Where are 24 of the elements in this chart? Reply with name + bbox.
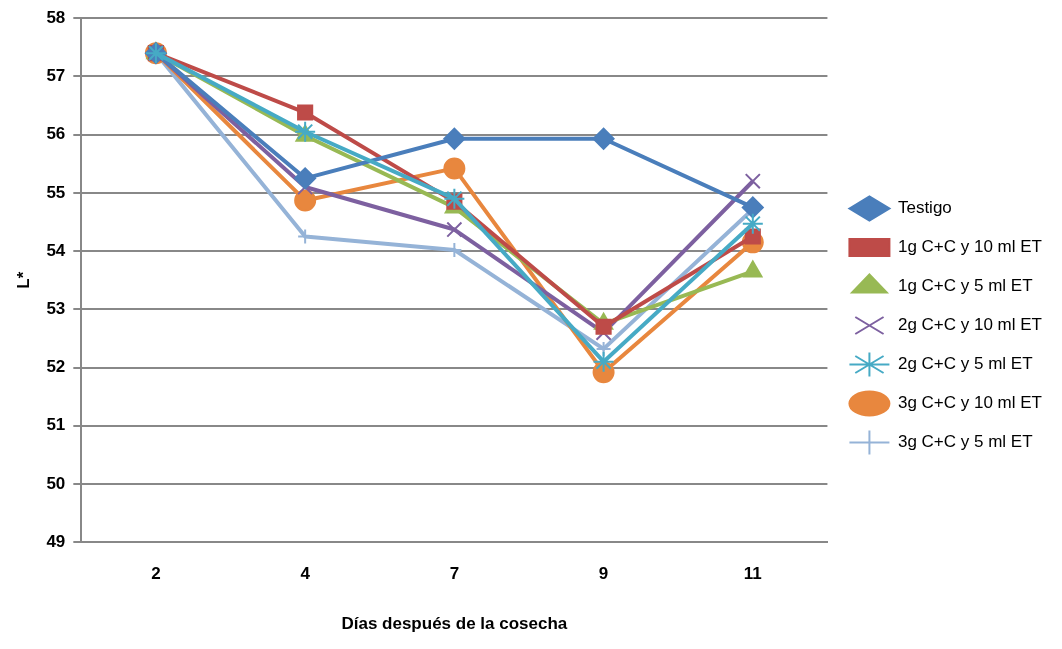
x-axis-title: Días después de la cosecha (341, 614, 568, 634)
y-tick-label: 58 (46, 7, 66, 27)
x-tick-label: 11 (743, 564, 762, 584)
legend-label: 1g C+C y 5 ml ET (897, 276, 1033, 296)
legend-label: 3g C+C y 10 ml ET (897, 393, 1042, 413)
y-axis-title: L* (13, 271, 33, 289)
x-tick-label: 9 (598, 564, 609, 584)
legend-label: 1g C+C y 10 ml ET (897, 237, 1042, 257)
legend-label: Testigo (897, 198, 952, 218)
y-tick-label: 51 (46, 415, 66, 435)
y-tick-label: 57 (46, 66, 66, 86)
x-tick-label: 2 (151, 564, 161, 584)
y-tick-label: 49 (46, 531, 66, 551)
legend-label: 2g C+C y 10 ml ET (897, 315, 1042, 335)
y-tick-label: 53 (46, 299, 66, 318)
legend-label: 3g C+C y 5 ml ET (897, 432, 1033, 452)
y-tick-label: 50 (46, 473, 66, 493)
y-tick-label: 56 (46, 124, 66, 144)
y-tick-label: 52 (46, 357, 66, 377)
x-tick-label: 4 (300, 564, 311, 584)
y-tick-label: 55 (46, 182, 66, 202)
legend-label: 2g C+C y 5 ml ET (897, 354, 1033, 374)
x-tick-label: 7 (449, 564, 460, 584)
y-tick-label: 54 (46, 240, 66, 260)
